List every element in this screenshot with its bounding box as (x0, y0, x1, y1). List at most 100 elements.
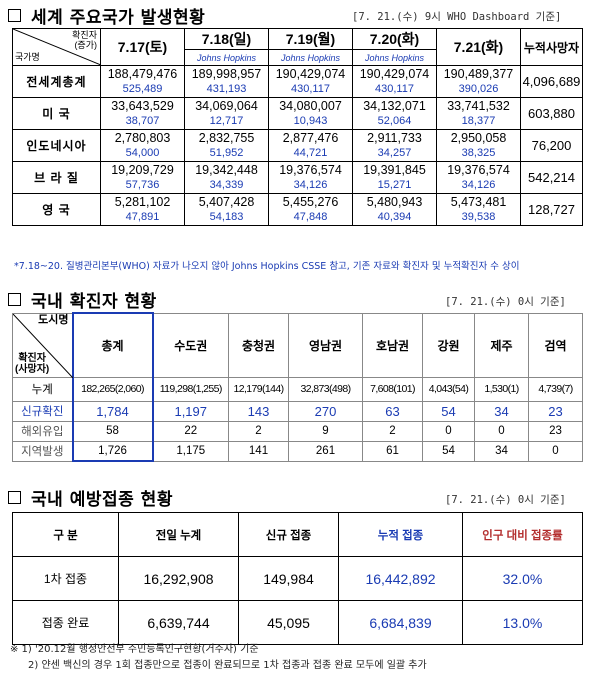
cell-value: 6,684,839 (338, 600, 463, 645)
new-cases: 34,126 (436, 177, 521, 194)
new-cases: 15,271 (352, 177, 437, 194)
col-header: 누적 접종 (338, 512, 463, 557)
new-cases: 34,257 (352, 145, 437, 162)
cell-value: 1,784 (71, 400, 154, 422)
vaccination-date-note: [7. 21.(수) 0시 기준] (445, 494, 566, 506)
col-header: 인구 대비 접종률 (462, 512, 583, 557)
source-label: Johns Hopkins (352, 49, 437, 66)
cumulative-cases: 5,455,276 (268, 193, 353, 210)
col-header: 신규 접종 (238, 512, 339, 557)
date-header: 7.17(토) (100, 28, 185, 66)
cell-value: 61 (362, 440, 423, 462)
section-title-vaccination: 국내 예방접종 현황 (8, 486, 173, 510)
cell-value: 4,739(7) (528, 376, 583, 402)
col-header: 검역 (528, 312, 583, 378)
new-cases: 40,394 (352, 209, 437, 226)
domestic-date-note: [7. 21.(수) 0시 기준] (445, 296, 566, 308)
cell-value: 2 (228, 420, 289, 442)
diagonal-line-icon (13, 313, 73, 378)
cumulative-deaths: 128,727 (520, 193, 583, 226)
cell-value: 9 (288, 420, 363, 442)
cell-value: 1,175 (152, 440, 229, 462)
cumulative-deaths: 542,214 (520, 161, 583, 194)
cell-value: 261 (288, 440, 363, 462)
cumulative-cases: 19,342,448 (184, 161, 269, 178)
checkbox-square-icon (8, 8, 21, 22)
checkbox-square-icon (8, 490, 21, 504)
cell-value: 4,043(54) (422, 376, 475, 402)
country-name: 인도네시아 (12, 129, 101, 162)
cumulative-deaths: 4,096,689 (520, 65, 583, 98)
row-label: 접종 완료 (12, 600, 119, 645)
cell-value: 141 (228, 440, 289, 462)
deaths-header: 누적사망자 (520, 28, 583, 66)
new-cases: 34,126 (268, 177, 353, 194)
new-cases: 12,717 (184, 113, 269, 130)
cumulative-deaths: 603,880 (520, 97, 583, 130)
cell-value: 270 (288, 400, 363, 422)
world-date-note: [7. 21.(수) 9시 WHO Dashboard 기준] (352, 11, 562, 23)
cell-value: 23 (528, 400, 583, 422)
world-corner-cell: 확진자 (증가) 국가명 (12, 28, 101, 66)
cell-value: 12,179(144) (228, 376, 289, 402)
cumulative-cases: 5,281,102 (100, 193, 185, 210)
new-cases: 525,489 (100, 81, 185, 98)
domestic-cases-table: 도시명 확진자 (사망자) 총계 수도권 충청권 영남권 호남권 강원 제주 검… (12, 312, 583, 462)
cell-value: 182,265(2,060) (71, 376, 154, 402)
cell-value: 13.0% (462, 600, 583, 645)
date-header: 7.19(월) (268, 28, 353, 50)
country-name: 전세계총계 (12, 65, 101, 98)
country-name: 브 라 질 (12, 161, 101, 194)
checkbox-square-icon (8, 292, 21, 306)
col-header: 영남권 (288, 312, 363, 378)
source-label: Johns Hopkins (268, 49, 353, 66)
col-header: 전일 누계 (118, 512, 239, 557)
cumulative-cases: 2,832,755 (184, 129, 269, 146)
new-cases: 54,183 (184, 209, 269, 226)
new-cases: 47,891 (100, 209, 185, 226)
source-label: Johns Hopkins (184, 49, 269, 66)
col-header: 충청권 (228, 312, 289, 378)
cell-value: 0 (474, 420, 529, 442)
new-cases: 18,377 (436, 113, 521, 130)
new-cases: 390,026 (436, 81, 521, 98)
cell-value: 0 (528, 440, 583, 462)
cumulative-cases: 19,376,574 (268, 161, 353, 178)
cell-value: 34 (474, 400, 529, 422)
new-cases: 34,339 (184, 177, 269, 194)
cumulative-cases: 188,479,476 (100, 65, 185, 82)
new-cases: 44,721 (268, 145, 353, 162)
col-header: 제주 (474, 312, 529, 378)
new-cases: 38,707 (100, 113, 185, 130)
vaccination-footnote-1: ※ 1) '20.12월 행정안전부 주민등록인구현황(거주자) 기준 (10, 644, 259, 655)
cell-value: 2 (362, 420, 423, 442)
cumulative-cases: 2,911,733 (352, 129, 437, 146)
world-footnote: *7.18~20. 질병관리본부(WHO) 자료가 나오지 않아 Johns H… (14, 261, 520, 272)
cumulative-cases: 2,877,476 (268, 129, 353, 146)
row-label: 1차 접종 (12, 556, 119, 601)
cell-value: 45,095 (238, 600, 339, 645)
cell-value: 0 (422, 420, 475, 442)
new-cases: 54,000 (100, 145, 185, 162)
new-cases: 57,736 (100, 177, 185, 194)
cumulative-cases: 190,429,074 (352, 65, 437, 82)
domestic-corner-cell: 도시명 확진자 (사망자) (12, 312, 73, 378)
cumulative-cases: 34,069,064 (184, 97, 269, 114)
cell-value: 6,639,744 (118, 600, 239, 645)
col-header: 수도권 (152, 312, 229, 378)
new-cases: 51,952 (184, 145, 269, 162)
cell-value: 54 (422, 400, 475, 422)
new-cases: 47,848 (268, 209, 353, 226)
cell-value: 54 (422, 440, 475, 462)
diagonal-line-icon (13, 29, 101, 65)
row-label: 지역발생 (12, 440, 73, 462)
cell-value: 32,873(498) (288, 376, 363, 402)
cell-value: 63 (362, 400, 423, 422)
section-title-domestic: 국내 확진자 현황 (8, 288, 157, 312)
cell-value: 58 (71, 420, 154, 442)
cell-value: 32.0% (462, 556, 583, 601)
cell-value: 23 (528, 420, 583, 442)
date-header: 7.21(화) (436, 28, 521, 66)
cumulative-cases: 33,643,529 (100, 97, 185, 114)
new-cases: 431,193 (184, 81, 269, 98)
